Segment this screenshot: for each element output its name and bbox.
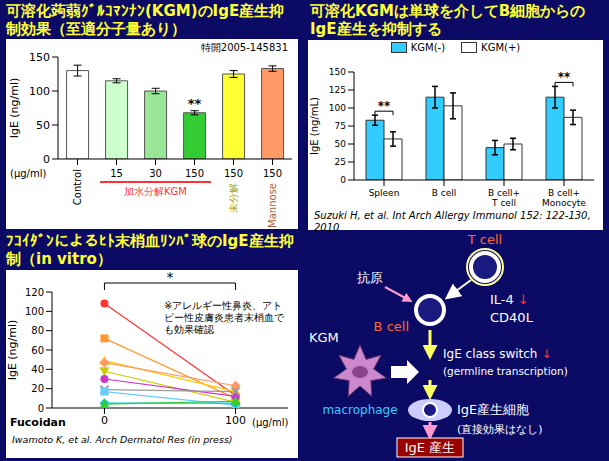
html-text:Iwamoto K, et al. Arch Dermato: Iwamoto K, et al. Arch Dermatol Res (in … (12, 434, 233, 445)
svg-text:75: 75 (335, 121, 346, 131)
svg-text:50: 50 (335, 139, 347, 149)
svg-text:20: 20 (31, 383, 44, 394)
svg-text:IgE産生細胞: IgE産生細胞 (457, 402, 529, 417)
svg-text:Spleen: Spleen (369, 188, 400, 198)
svg-text:150: 150 (224, 168, 243, 179)
svg-text:125: 125 (329, 85, 346, 95)
svg-text:0: 0 (43, 153, 50, 166)
svg-text:KGM: KGM (309, 330, 339, 345)
svg-text:150: 150 (185, 168, 204, 179)
svg-text:B cell+Monocyte: B cell+Monocyte (542, 188, 586, 208)
html-text:Suzuki H, et al. Int Arch Alle: Suzuki H, et al. Int Arch Allergy Immuno… (314, 210, 591, 233)
svg-text:抗原: 抗原 (357, 270, 383, 285)
svg-text:B cell: B cell (374, 319, 409, 334)
html-text:特開2005-145831: 特開2005-145831 (200, 42, 288, 53)
svg-text:**: ** (378, 99, 391, 113)
svg-text:**: ** (188, 96, 202, 111)
html-text:ﾌｺｲﾀﾞﾝによるﾋﾄ末梢血ﾘﾝﾊﾟ球のIgE産生抑制（in: ﾌｺｲﾀﾞﾝによるﾋﾄ末梢血ﾘﾝﾊﾟ球のIgE産生抑制（in vitro） (6, 232, 294, 268)
svg-text:0: 0 (38, 403, 44, 414)
svg-text:40: 40 (31, 364, 44, 375)
svg-text:0: 0 (340, 175, 346, 185)
svg-text:150: 150 (263, 168, 282, 179)
svg-text:150: 150 (29, 51, 50, 64)
svg-text:Control: Control (72, 169, 83, 205)
svg-text:Mannose: Mannose (267, 183, 278, 228)
svg-text:IgE 産生: IgE 産生 (405, 440, 455, 455)
svg-text:B cell: B cell (432, 188, 457, 198)
svg-text:**: ** (558, 70, 571, 84)
svg-text:100: 100 (25, 306, 44, 317)
svg-text:CD40L: CD40L (490, 310, 534, 325)
svg-text:15: 15 (110, 168, 123, 179)
html-text:(μg/ml): (μg/ml) (10, 168, 47, 179)
svg-text:50: 50 (36, 119, 50, 132)
svg-text:120: 120 (25, 287, 44, 298)
svg-text:100: 100 (29, 85, 50, 98)
svg-text:*: * (167, 270, 174, 285)
svg-text:IgE class switch↓: IgE class switch↓ (443, 347, 552, 361)
html-text:KGM(+): KGM(+) (481, 42, 521, 53)
svg-text:100: 100 (329, 103, 346, 113)
svg-text:加水分解KGM: 加水分解KGM (124, 186, 187, 197)
svg-text:IL-4↓: IL-4↓ (490, 292, 529, 307)
html-text:※アレルギー性鼻炎、アトピー性皮膚炎患者末梢血でも効果確認: ※アレルギー性鼻炎、アトピー性皮膚炎患者末梢血でも効果確認 (164, 300, 284, 335)
svg-text:IgE (ng/mL): IgE (ng/mL) (309, 97, 320, 155)
svg-text:B cell+T cell: B cell+T cell (488, 188, 520, 208)
html-text:KGM(-): KGM(-) (410, 42, 446, 53)
svg-text:25: 25 (335, 157, 346, 167)
svg-text:(germline transcription): (germline transcription) (443, 365, 568, 377)
svg-text:IgE (ng/ml): IgE (ng/ml) (6, 320, 19, 381)
svg-text:0: 0 (101, 414, 108, 427)
html-text:可溶化蒟蒻ｸﾞﾙｺﾏﾝﾅﾝ(KGM)のIgE産生抑制効果（至: 可溶化蒟蒻ｸﾞﾙｺﾏﾝﾅﾝ(KGM)のIgE産生抑制効果（至適分子量あり） (6, 2, 285, 38)
html-text:Fucoidan: Fucoidan (10, 416, 66, 429)
svg-text:30: 30 (149, 168, 162, 179)
html-text:可溶化KGMは単球を介してB細胞からのIgE産生を抑制する: 可溶化KGMは単球を介してB細胞からのIgE産生を抑制する (310, 2, 586, 38)
svg-text:IgE (ng/ml): IgE (ng/ml) (8, 78, 21, 139)
svg-text:80: 80 (31, 325, 44, 336)
svg-text:60: 60 (31, 345, 44, 356)
html-text:(μg/ml): (μg/ml) (252, 417, 289, 428)
svg-text:T cell: T cell (467, 232, 502, 247)
svg-text:macrophage: macrophage (322, 403, 397, 417)
svg-text:(直接効果はなし): (直接効果はなし) (457, 423, 543, 436)
svg-text:未分解: 未分解 (228, 183, 239, 213)
svg-text:150: 150 (329, 67, 346, 77)
svg-text:100: 100 (225, 414, 246, 427)
